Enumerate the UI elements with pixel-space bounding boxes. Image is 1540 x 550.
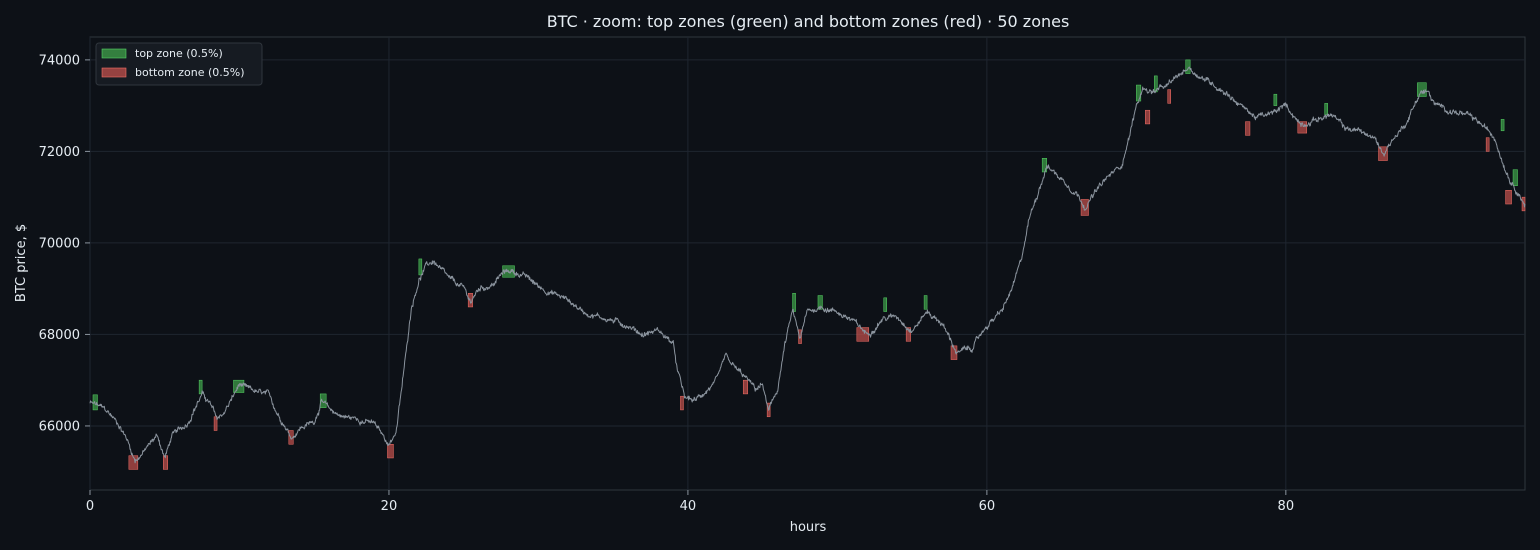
y-axis-label: BTC price, $ bbox=[14, 224, 29, 302]
x-tick-label: 20 bbox=[381, 499, 398, 514]
bottom-zone bbox=[1080, 199, 1089, 216]
top-zone bbox=[792, 292, 796, 312]
top-zone bbox=[198, 379, 203, 395]
x-axis: 0 20 40 60 80 bbox=[86, 490, 1294, 514]
x-tick-label: 0 bbox=[86, 499, 94, 514]
x-tick-label: 80 bbox=[1278, 499, 1295, 514]
top-zone bbox=[1185, 59, 1191, 74]
y-tick-label: 70000 bbox=[39, 236, 80, 251]
bottom-zone bbox=[742, 379, 748, 395]
y-tick-label: 66000 bbox=[39, 419, 80, 434]
top-zone bbox=[883, 297, 887, 312]
legend-label-top-zone: top zone (0.5%) bbox=[135, 47, 223, 60]
top-zone bbox=[418, 258, 423, 276]
x-axis-label: hours bbox=[790, 520, 827, 535]
x-tick-label: 40 bbox=[680, 499, 697, 514]
bottom-zone bbox=[798, 329, 802, 344]
y-tick-label: 74000 bbox=[39, 53, 80, 68]
top-zone bbox=[1512, 169, 1518, 186]
top-zone bbox=[319, 393, 327, 408]
bottom-zone bbox=[1245, 121, 1251, 136]
top-zone bbox=[923, 295, 928, 310]
bottom-zone bbox=[128, 455, 139, 470]
legend-swatch-top-zone bbox=[101, 48, 127, 59]
top-zone bbox=[1136, 84, 1142, 102]
legend-box bbox=[95, 42, 263, 86]
bottom-zone bbox=[213, 416, 218, 431]
bottom-zone bbox=[905, 327, 911, 342]
grid bbox=[89, 37, 1525, 490]
x-tick-label: 60 bbox=[979, 499, 996, 514]
y-tick-label: 72000 bbox=[39, 145, 80, 160]
bottom-zone bbox=[680, 395, 684, 411]
legend-label-bottom-zone: bottom zone (0.5%) bbox=[135, 66, 245, 79]
btc-price-line bbox=[89, 66, 1526, 464]
plot-area bbox=[89, 36, 1526, 491]
top-zone bbox=[1417, 82, 1427, 97]
top-zone bbox=[1324, 103, 1328, 116]
bottom-zone bbox=[1145, 109, 1151, 125]
bottom-zone bbox=[387, 443, 394, 459]
chart-title: BTC · zoom: top zones (green) and bottom… bbox=[547, 12, 1070, 31]
bottom-zone bbox=[1485, 137, 1490, 152]
bottom-zone bbox=[1297, 121, 1308, 134]
y-axis: 66000 68000 70000 72000 74000 bbox=[39, 53, 90, 434]
legend: top zone (0.5%) bottom zone (0.5%) bbox=[95, 42, 263, 86]
top-zone bbox=[1273, 93, 1278, 106]
y-tick-label: 68000 bbox=[39, 328, 80, 343]
bottom-zone bbox=[1167, 89, 1171, 104]
top-zone bbox=[1500, 119, 1505, 132]
series bbox=[89, 66, 1526, 464]
bottom-zone bbox=[1505, 190, 1512, 205]
plot-background bbox=[89, 36, 1526, 491]
legend-swatch-bottom-zone bbox=[101, 67, 127, 78]
